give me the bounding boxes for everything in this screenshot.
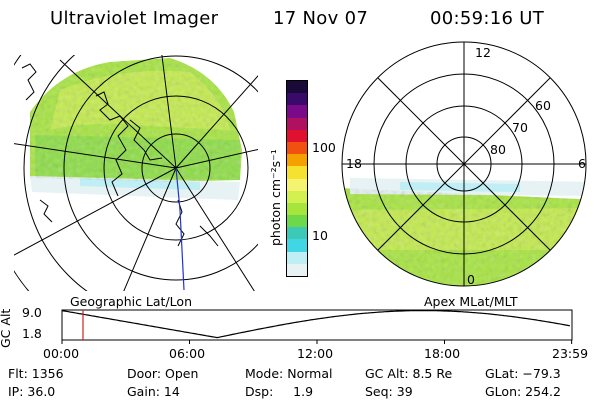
colorbar-swatch <box>287 178 307 191</box>
colorbar-swatch <box>287 166 307 179</box>
timeline-x-0600: 06:00 <box>169 346 206 361</box>
mlt-label-12: 12 <box>475 45 491 60</box>
geo-longitude: GLon: 254.2 <box>485 384 561 399</box>
colorbar-swatch <box>287 263 307 276</box>
timeline-x-2359: 23:59 <box>552 346 589 361</box>
geo-latitude: GLat: −79.3 <box>485 366 561 381</box>
colorbar-swatch <box>287 81 307 94</box>
mlt-label-18: 18 <box>346 156 362 171</box>
satellite-track <box>175 167 185 291</box>
instrument-title: Ultraviolet Imager <box>50 8 219 29</box>
mlt-label-0: 0 <box>467 272 475 287</box>
geographic-map <box>14 55 258 291</box>
colorbar-swatch <box>287 227 307 240</box>
observation-date: 17 Nov 07 <box>273 8 369 29</box>
observation-time: 00:59:16 UT <box>430 8 545 29</box>
timeline-y-max: 9.0 <box>22 305 42 320</box>
geographic-label: Geographic Lat/Lon <box>70 294 192 309</box>
timeline-y-min: 1.8 <box>22 326 42 341</box>
colorbar <box>286 80 308 277</box>
door-status: Door: Open <box>127 366 199 381</box>
altitude-curve <box>61 310 571 339</box>
colorbar-tick-10: 10 <box>312 228 328 243</box>
timeline-x-1800: 18:00 <box>424 346 461 361</box>
colorbar-swatch <box>287 251 307 264</box>
gain-value: Gain: 14 <box>127 384 180 399</box>
timeline-x-1200: 12:00 <box>297 346 334 361</box>
colorbar-swatch <box>287 239 307 252</box>
colorbar-swatch <box>287 215 307 228</box>
mlat-label-60: 60 <box>535 98 551 113</box>
colorbar-units: photon cm⁻²s⁻¹ <box>268 149 283 246</box>
colorbar-tick-100: 100 <box>312 140 336 155</box>
sequence-number: Seq: 39 <box>365 384 413 399</box>
ip-value: IP: 36.0 <box>8 384 56 399</box>
colorbar-swatch <box>287 202 307 216</box>
mlat-label-70: 70 <box>512 120 528 135</box>
timeline-x-0000: 00:00 <box>43 346 80 361</box>
colorbar-swatch <box>287 117 307 130</box>
mlt-label-6: 6 <box>578 156 586 171</box>
magnetic-map <box>341 41 587 287</box>
colorbar-swatch <box>287 129 307 142</box>
gc-altitude: GC Alt: 8.5 Re <box>365 366 453 381</box>
altitude-timeline <box>61 309 573 344</box>
mlat-label-80: 80 <box>490 142 506 157</box>
colorbar-swatch <box>287 93 307 106</box>
dsp-value: Dsp: 1.9 <box>245 384 314 399</box>
colorbar-swatch <box>287 105 307 118</box>
mode-value: Mode: Normal <box>245 366 333 381</box>
flight-number: Flt: 1356 <box>8 366 64 381</box>
colorbar-swatch <box>287 154 307 167</box>
colorbar-swatch <box>287 141 307 155</box>
magnetic-label: Apex MLat/MLT <box>424 294 518 309</box>
colorbar-swatch <box>287 190 307 203</box>
